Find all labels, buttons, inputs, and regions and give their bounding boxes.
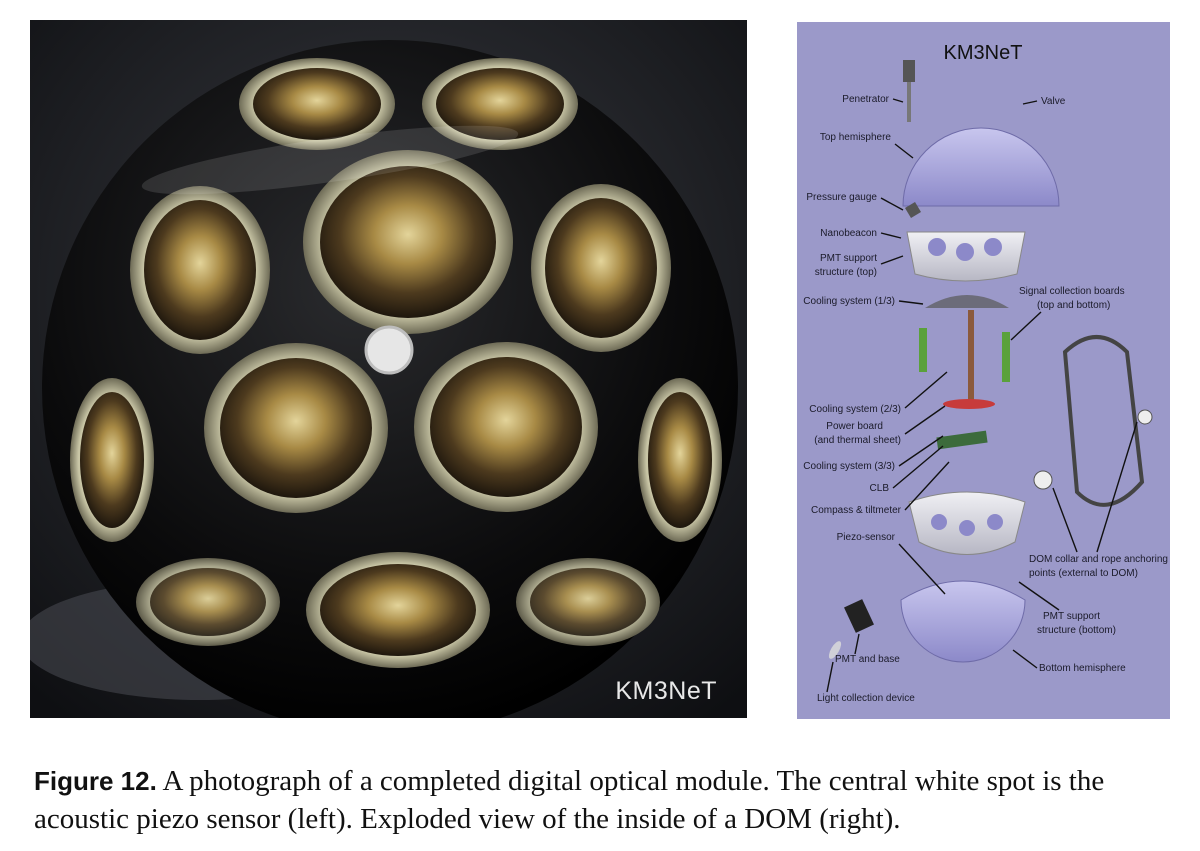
figure-caption: Figure 12. A photograph of a completed d…: [34, 762, 1194, 838]
pmt: [239, 58, 395, 150]
power-board-part: [943, 399, 995, 409]
pmt: [306, 552, 490, 668]
pmt-array: [70, 58, 722, 668]
label-bottom-hemisphere: Bottom hemisphere: [1039, 663, 1126, 674]
diagram-title: KM3NeT: [944, 42, 1023, 64]
label-cooling-system-2: Cooling system (2/3): [809, 404, 901, 415]
cooling-system-1-part: [925, 295, 1009, 308]
figure-label: Figure 12.: [34, 766, 157, 796]
rope-anchor-left: [1033, 470, 1053, 490]
pmt: [204, 343, 388, 513]
rope-anchor-right: [1137, 409, 1153, 425]
dom-photograph: KM3NeT: [30, 20, 747, 718]
bottom-hemisphere-part: [900, 580, 1026, 663]
label-piezo-sensor: Piezo-sensor: [837, 532, 896, 543]
glass-reflection: [141, 125, 519, 195]
penetrator-rod: [907, 82, 911, 122]
label-signal-boards-line1: Signal collection boards: [1019, 286, 1125, 297]
signal-board-left: [919, 328, 927, 372]
pmt: [516, 558, 660, 646]
penetrator-part: [903, 60, 915, 82]
label-nanobeacon: Nanobeacon: [820, 228, 877, 239]
label-pmt-support-bottom-line1: PMT support: [1043, 611, 1100, 622]
signal-board-right: [1002, 332, 1010, 382]
top-hemisphere-part: [902, 127, 1060, 207]
caption-text: A photograph of a completed digital opti…: [34, 765, 1105, 835]
pressure-gauge-part: [905, 202, 921, 218]
cooling-system-2-part: [968, 310, 974, 402]
label-penetrator: Penetrator: [842, 94, 889, 105]
label-pressure-gauge: Pressure gauge: [806, 192, 877, 203]
photo-watermark: KM3NeT: [615, 677, 717, 705]
pmt: [70, 378, 154, 542]
label-power-board-line2: (and thermal sheet): [814, 435, 901, 446]
pmt-base-part: [844, 599, 874, 633]
pmt: [136, 558, 280, 646]
pmt: [303, 150, 513, 334]
dom-photo-drawing: [30, 20, 747, 718]
pmt: [130, 186, 270, 354]
label-pmt-support-bottom-line2: structure (bottom): [1037, 625, 1116, 636]
label-compass: Compass & tiltmeter: [811, 505, 902, 516]
label-valve: Valve: [1041, 96, 1066, 107]
exploded-view-drawing: KM3NeT Penetrator Valve Top hemisphere P…: [803, 42, 1168, 704]
exploded-view-diagram: KM3NeT Penetrator Valve Top hemisphere P…: [797, 22, 1170, 719]
pmt: [422, 58, 578, 150]
pmt: [531, 184, 671, 352]
label-dom-collar-line2: points (external to DOM): [1029, 568, 1138, 579]
pmt: [414, 342, 598, 512]
light-collection-device-part: [828, 641, 842, 659]
label-dom-collar-line1: DOM collar and rope anchoring: [1029, 554, 1168, 565]
label-top-hemisphere: Top hemisphere: [820, 132, 892, 143]
label-cooling-system-1: Cooling system (1/3): [803, 296, 895, 307]
clb-part: [936, 430, 988, 450]
label-clb: CLB: [870, 483, 890, 494]
label-signal-boards-line2: (top and bottom): [1037, 300, 1110, 311]
label-power-board-line1: Power board: [826, 421, 883, 432]
dom-collar-part: [1062, 335, 1145, 507]
pmt: [638, 378, 722, 542]
label-pmt-and-base: PMT and base: [835, 654, 900, 665]
label-cooling-system-3: Cooling system (3/3): [803, 461, 895, 472]
label-pmt-support-top-line2: structure (top): [815, 267, 877, 278]
piezo-sensor-spot: [364, 325, 414, 375]
label-pmt-support-top-line1: PMT support: [820, 253, 877, 264]
label-light-collection-device: Light collection device: [817, 693, 915, 704]
leader-lines: [826, 98, 1138, 693]
